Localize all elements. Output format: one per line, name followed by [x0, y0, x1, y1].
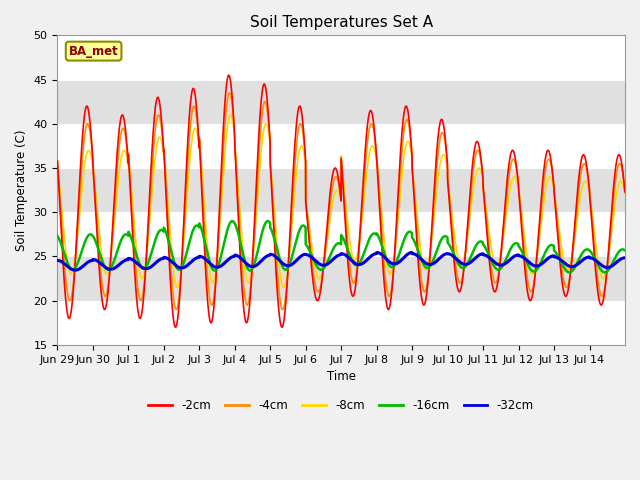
Bar — [58, 300, 625, 345]
Bar — [58, 212, 625, 256]
Bar — [58, 124, 625, 168]
Bar — [58, 80, 625, 124]
Bar — [58, 256, 625, 300]
Legend: -2cm, -4cm, -8cm, -16cm, -32cm: -2cm, -4cm, -8cm, -16cm, -32cm — [144, 394, 539, 416]
X-axis label: Time: Time — [326, 370, 356, 383]
Y-axis label: Soil Temperature (C): Soil Temperature (C) — [15, 130, 28, 251]
Text: BA_met: BA_met — [68, 45, 118, 58]
Bar — [58, 168, 625, 212]
Bar — [58, 36, 625, 80]
Title: Soil Temperatures Set A: Soil Temperatures Set A — [250, 15, 433, 30]
